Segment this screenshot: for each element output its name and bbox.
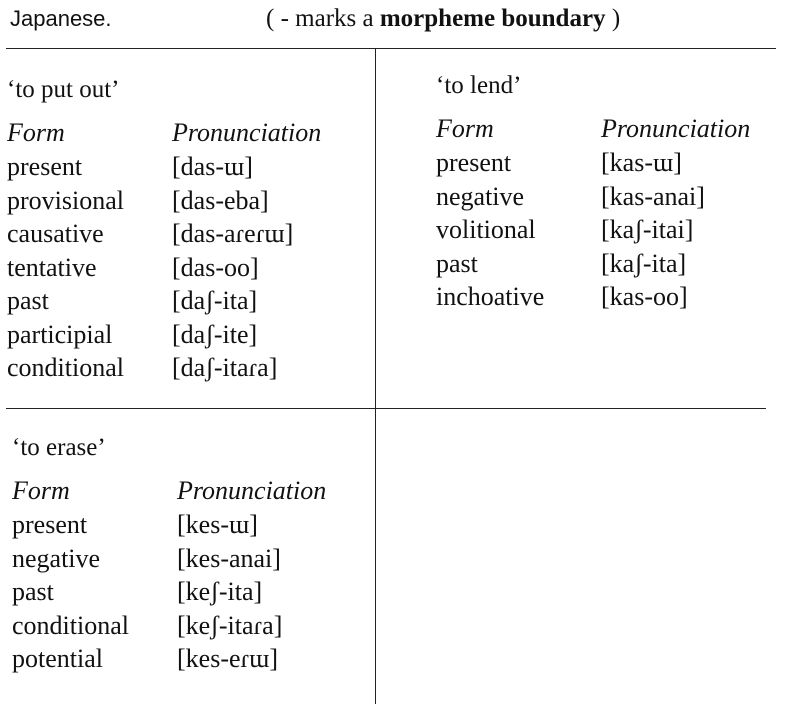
note-suffix: ) xyxy=(605,5,621,32)
table-row: inchoative [kas-oo] xyxy=(436,280,750,314)
note-bold: morpheme boundary xyxy=(379,5,606,32)
form-header: Form xyxy=(12,476,70,505)
form-cell: inchoative xyxy=(436,282,545,311)
verb-gloss: ‘to put out’ xyxy=(7,76,120,103)
form-cell: conditional xyxy=(12,610,129,640)
table-row: potential [kes-eɾɯ] xyxy=(12,642,326,676)
pronunciation-cell: [kas-anai] xyxy=(601,181,705,211)
table-row: participial [daʃ-ite] xyxy=(7,318,321,352)
top-divider xyxy=(6,48,776,49)
pronunciation-cell: [kaʃ-itai] xyxy=(601,215,694,244)
pronunciation-header: Pronunciation xyxy=(177,476,327,505)
pronunciation-cell: [daʃ-ita] xyxy=(172,286,258,315)
note-prefix: ( - marks a xyxy=(266,5,380,32)
form-cell: present xyxy=(12,510,88,539)
table-row: negative [kas-anai] xyxy=(436,180,750,214)
table-row: conditional [daʃ-itaɾa] xyxy=(7,351,321,385)
pronunciation-cell: [das-aɾeɾɯ] xyxy=(172,219,294,248)
form-header: Form xyxy=(7,118,65,147)
verb-gloss: ‘to lend’ xyxy=(436,72,522,99)
form-cell: participial xyxy=(7,319,113,349)
form-cell: volitional xyxy=(436,215,536,244)
table-row: present [das-ɯ] xyxy=(7,150,321,184)
morpheme-boundary-note: ( - marks a morpheme boundary ) xyxy=(266,5,620,33)
form-cell: negative xyxy=(12,543,101,573)
verb-gloss: ‘to erase’ xyxy=(12,434,106,461)
middle-divider xyxy=(6,408,766,409)
form-cell: past xyxy=(7,286,49,315)
form-cell: past xyxy=(436,248,478,278)
form-cell: conditional xyxy=(7,353,124,382)
pronunciation-header: Pronunciation xyxy=(601,114,751,143)
pronunciation-header: Pronunciation xyxy=(172,118,322,147)
pronunciation-cell: [das-eba] xyxy=(172,185,269,215)
column-headers: Form Pronunciation xyxy=(436,112,750,146)
table-row: causative [das-aɾeɾɯ] xyxy=(7,217,321,251)
form-cell: potential xyxy=(12,644,103,673)
form-cell: present xyxy=(436,148,512,177)
table-row: conditional [keʃ-itaɾa] xyxy=(12,609,326,643)
form-header: Form xyxy=(436,114,494,143)
table-row: volitional [kaʃ-itai] xyxy=(436,213,750,247)
pronunciation-cell: [kes-ɯ] xyxy=(177,510,258,539)
column-divider xyxy=(375,48,376,704)
pronunciation-cell: [kas-ɯ] xyxy=(601,148,682,177)
table-row: present [kes-ɯ] xyxy=(12,508,326,542)
form-cell: tentative xyxy=(7,252,97,282)
table-row: present [kas-ɯ] xyxy=(436,146,750,180)
pronunciation-cell: [das-oo] xyxy=(172,252,259,282)
pronunciation-cell: [keʃ-ita] xyxy=(177,577,263,606)
verb-block-erase: ‘to erase’ Form Pronunciation present [ke… xyxy=(12,434,326,676)
pronunciation-cell: [kas-oo] xyxy=(601,282,688,311)
form-cell: provisional xyxy=(7,185,124,215)
pronunciation-cell: [daʃ-itaɾa] xyxy=(172,353,278,382)
pronunciation-cell: [keʃ-itaɾa] xyxy=(177,610,283,640)
pronunciation-cell: [kes-anai] xyxy=(177,543,281,573)
table-row: past [keʃ-ita] xyxy=(12,575,326,609)
pronunciation-cell: [das-ɯ] xyxy=(172,152,253,181)
form-cell: negative xyxy=(436,181,525,211)
form-cell: causative xyxy=(7,219,104,248)
pronunciation-cell: [daʃ-ite] xyxy=(172,319,258,349)
verb-block-lend: ‘to lend’ Form Pronunciation present [kas… xyxy=(436,72,750,314)
form-cell: present xyxy=(7,152,83,181)
pronunciation-cell: [kes-eɾɯ] xyxy=(177,644,279,673)
table-row: negative [kes-anai] xyxy=(12,542,326,576)
table-row: past [daʃ-ita] xyxy=(7,284,321,318)
table-row: tentative [das-oo] xyxy=(7,251,321,285)
pronunciation-cell: [kaʃ-ita] xyxy=(601,248,687,278)
language-title: Japanese. xyxy=(10,6,112,31)
table-row: provisional [das-eba] xyxy=(7,184,321,218)
form-cell: past xyxy=(12,577,54,606)
verb-block-put-out: ‘to put out’ Form Pronunciation present [… xyxy=(7,76,321,385)
column-headers: Form Pronunciation xyxy=(7,116,321,150)
table-row: past [kaʃ-ita] xyxy=(436,247,750,281)
column-headers: Form Pronunciation xyxy=(12,474,326,508)
